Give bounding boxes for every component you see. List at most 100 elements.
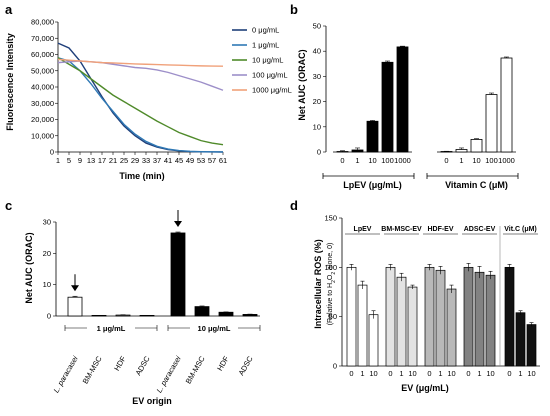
panel-a-line-chart: Fluorescence Intensity Time (min) 0 10,00… bbox=[5, 18, 292, 182]
panel-b-x-tick-label: 1 bbox=[355, 156, 359, 165]
panel-c-y-tick-label: 20 bbox=[43, 249, 51, 258]
panel-c-bar bbox=[194, 306, 210, 317]
panel-c-bar bbox=[115, 314, 131, 317]
panel-c-x-axis-label: EV origin bbox=[132, 396, 172, 406]
panel-d-group-label: HDF-EV bbox=[427, 226, 453, 233]
panel-a-legend-label: 0 μg/mL bbox=[252, 26, 279, 35]
panel-b-bar bbox=[485, 94, 498, 153]
panel-b-x-tick-label: 0 bbox=[340, 156, 344, 165]
panel-b-x-tick-label: 1000 bbox=[394, 156, 411, 165]
panel-a-y-tick-label: 0 bbox=[50, 148, 54, 157]
panel-a-y-tick-label: 10,000 bbox=[31, 131, 54, 140]
panel-a-x-axis-label: Time (min) bbox=[119, 171, 164, 181]
panel-a-y-tick-label: 40,000 bbox=[31, 83, 54, 92]
panel-c-bar bbox=[67, 296, 83, 317]
panel-a-y-tick-label: 20,000 bbox=[31, 115, 54, 124]
panel-a-y-axis-label: Fluorescence Intensity bbox=[5, 33, 15, 131]
panel-d-x-tick-label: 1 bbox=[518, 369, 522, 378]
panel-d-x-tick-label: 0 bbox=[507, 369, 511, 378]
panel-b-bar bbox=[351, 149, 364, 153]
panel-d-y-tick-label: 50 bbox=[329, 312, 337, 321]
panel-a-y-tick-label: 30,000 bbox=[31, 99, 54, 108]
panel-b-group-label: Vitamin C (μM) bbox=[445, 180, 508, 190]
panel-b-y-tick-label: 0 bbox=[317, 148, 321, 157]
panel-d-group-label: LpEV bbox=[354, 226, 372, 233]
panel-d-bar-chart: Intracellular ROS (%) (Relative to H2O2 … bbox=[313, 214, 540, 393]
panel-d-bar bbox=[504, 266, 515, 367]
panel-b-x-tick-label: 100 bbox=[381, 156, 394, 165]
panel-d-x-tick-label: 1 bbox=[477, 369, 481, 378]
panel-d-bar bbox=[485, 274, 496, 367]
panel-b-group-label: LpEV (μg/mL) bbox=[343, 180, 402, 190]
panel-d-bar bbox=[463, 266, 474, 367]
panel-b-y-tick-label: 20 bbox=[313, 97, 321, 106]
panel-a-x-tick-label: 57 bbox=[208, 156, 216, 165]
panel-a-y-tick-label: 60,000 bbox=[31, 50, 54, 59]
panel-d-bar bbox=[357, 284, 368, 367]
panel-a-x-tick-label: 41 bbox=[164, 156, 172, 165]
panel-a-x-tick-label: 29 bbox=[131, 156, 139, 165]
panel-a-x-tick-label: 17 bbox=[98, 156, 106, 165]
panel-c-bar bbox=[242, 314, 258, 317]
panel-b-y-tick-label: 10 bbox=[313, 122, 321, 131]
panel-d-group-label: BM-MSC-EV bbox=[381, 226, 422, 233]
panel-d-y-axis-label: Intracellular ROS (%) bbox=[313, 239, 323, 329]
panel-a-series-line bbox=[57, 57, 224, 153]
panel-b-x-tick-label: 1000 bbox=[498, 156, 515, 165]
panel-d-x-tick-label: 10 bbox=[527, 369, 535, 378]
panel-c-y-tick-label: 10 bbox=[43, 280, 51, 289]
panel-d-x-tick-label: 0 bbox=[427, 369, 431, 378]
panel-c-x-tick-label: HDF bbox=[215, 354, 231, 372]
panel-b-bar bbox=[366, 120, 379, 153]
panel-a-y-tick-label: 70,000 bbox=[31, 34, 54, 43]
panel-b-bar bbox=[455, 149, 468, 153]
panel-a-x-tick-label: 21 bbox=[109, 156, 117, 165]
panel-c-arrow-head bbox=[174, 221, 182, 228]
panel-b-bar bbox=[500, 57, 513, 153]
panel-a-series-line bbox=[57, 58, 224, 67]
panel-letter-d: d bbox=[290, 198, 298, 213]
panel-d-bar bbox=[446, 288, 457, 367]
panel-letter-c: c bbox=[5, 198, 12, 213]
panel-c-x-tick-label: BM-MSC bbox=[81, 354, 104, 385]
panel-c-group-label: 1 μg/mL bbox=[97, 324, 126, 333]
panel-b-y-tick-label: 30 bbox=[313, 72, 321, 81]
panel-c-arrow-head bbox=[71, 285, 79, 292]
panel-d-x-tick-label: 10 bbox=[369, 369, 377, 378]
panel-c-bar bbox=[218, 311, 234, 317]
panel-a-x-tick-label: 1 bbox=[56, 156, 60, 165]
panel-b-x-tick-label: 10 bbox=[368, 156, 376, 165]
panel-a-x-tick-label: 5 bbox=[67, 156, 71, 165]
panel-c-x-tick-label: L. paracasei bbox=[155, 354, 183, 394]
panel-b-x-tick-label: 100 bbox=[485, 156, 498, 165]
panel-letter-b: b bbox=[290, 2, 298, 17]
panel-d-bar bbox=[385, 266, 396, 367]
panel-b-bar bbox=[470, 138, 483, 153]
panel-a-y-tick-label: 80,000 bbox=[31, 18, 54, 27]
panel-a-x-tick-label: 37 bbox=[153, 156, 161, 165]
panel-c-x-tick-label: BM-MSC bbox=[184, 354, 207, 385]
panel-b-bar bbox=[381, 61, 394, 153]
panel-c-y-axis-label: Net AUC (ORAC) bbox=[24, 232, 34, 303]
panel-d-x-tick-label: 1 bbox=[360, 369, 364, 378]
panel-d-x-tick-label: 10 bbox=[447, 369, 455, 378]
panel-a-x-tick-label: 45 bbox=[175, 156, 183, 165]
panel-c-x-tick-label: L. paracasei bbox=[52, 354, 80, 394]
panel-d-group-label: Vit.C (μM) bbox=[504, 226, 537, 233]
panel-a-legend-label: 1 μg/mL bbox=[252, 41, 279, 50]
panel-a-series-line bbox=[57, 57, 224, 146]
panel-b-x-tick-label: 0 bbox=[444, 156, 448, 165]
panel-b-y-tick-label: 40 bbox=[313, 47, 321, 56]
panel-d-bar bbox=[396, 276, 407, 367]
panel-d-x-axis-label: EV (μg/mL) bbox=[401, 383, 449, 393]
panel-c-group-label: 10 μg/mL bbox=[198, 324, 231, 333]
panel-a-y-tick-label: 50,000 bbox=[31, 66, 54, 75]
panel-b-y-axis-label: Net AUC (ORAC) bbox=[297, 49, 307, 120]
panel-b-x-tick-label: 10 bbox=[472, 156, 480, 165]
panel-d-y-tick-label: 0 bbox=[333, 362, 337, 371]
panel-a-x-tick-label: 13 bbox=[87, 156, 95, 165]
panel-d-y-tick-label: 100 bbox=[324, 263, 337, 272]
panel-d-bar bbox=[346, 266, 357, 367]
panel-a-x-tick-label: 49 bbox=[186, 156, 194, 165]
